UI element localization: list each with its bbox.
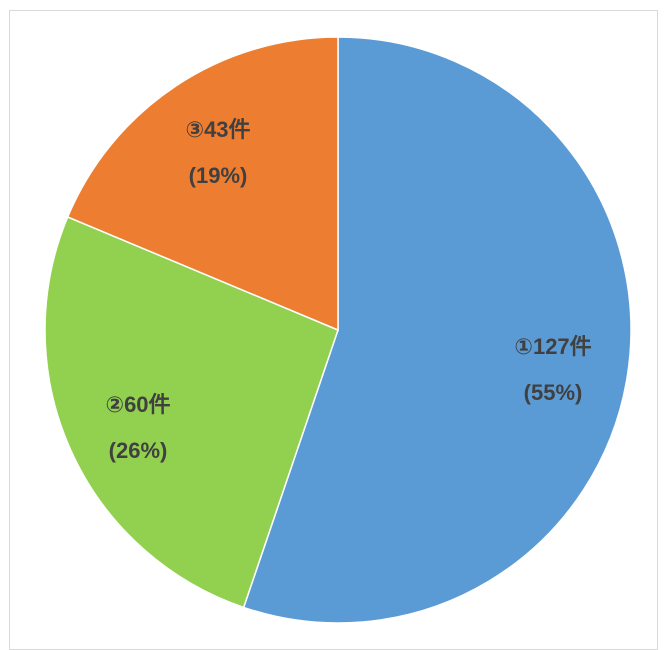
slice-3-percent-label: (19%): [189, 163, 248, 188]
slice-1-percent-label: (55%): [524, 380, 583, 405]
pie-slice-3: [66, 36, 339, 332]
slice-3-count-label: ③43件: [185, 117, 250, 142]
slice-2-percent-label: (26%): [109, 438, 168, 463]
slice-2-count-label: ②60件: [105, 392, 170, 417]
pie-slices: [44, 36, 632, 624]
pie-slice-1: [242, 36, 632, 624]
slice-1-count-label: ①127件: [514, 334, 591, 359]
pie-slice-2: [44, 215, 339, 609]
